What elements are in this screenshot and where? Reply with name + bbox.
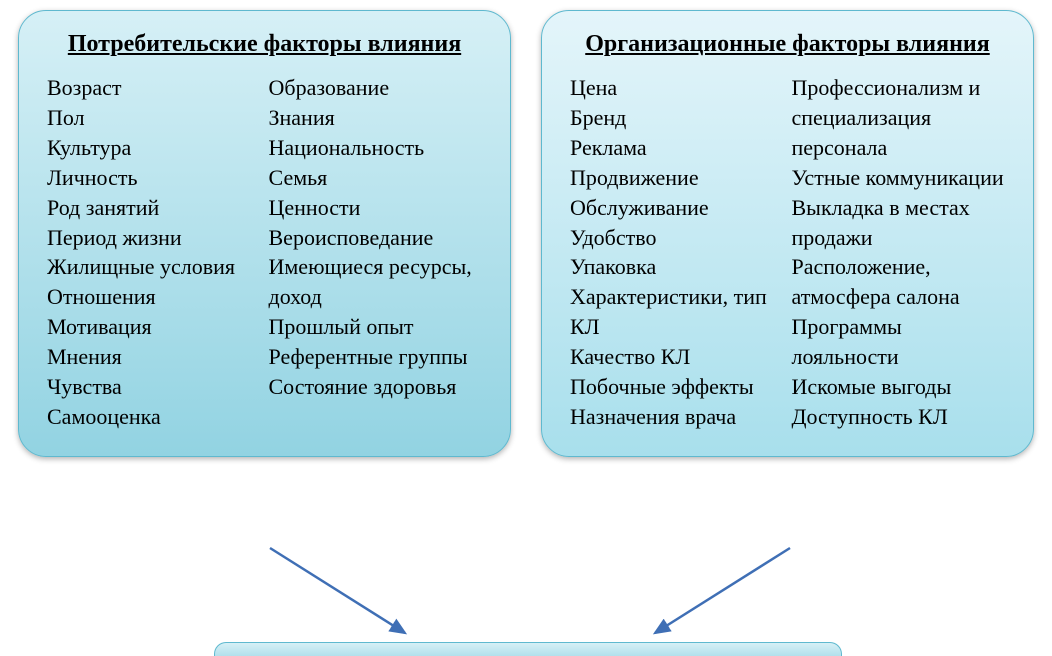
list-item: Удобство [570, 223, 784, 253]
list-item: Состояние здоровья [269, 372, 483, 402]
consumer-factors-columns: ВозрастПолКультураЛичностьРод занятийПер… [47, 73, 482, 432]
list-item: Ценности [269, 193, 483, 223]
list-item: Национальность [269, 133, 483, 163]
list-item: Устные коммуникации [792, 163, 1006, 193]
list-item: Бренд [570, 103, 784, 133]
list-item: Цена [570, 73, 784, 103]
consumer-factors-panel: Потребительские факторы влияния ВозрастП… [18, 10, 511, 457]
list-item: Доступность КЛ [792, 402, 1006, 432]
list-item: Расположение, атмосфера салона [792, 252, 1006, 312]
list-item: Вероисповедание [269, 223, 483, 253]
list-item: Характеристики, тип КЛ [570, 282, 784, 342]
list-item: Образование [269, 73, 483, 103]
list-item: Род занятий [47, 193, 261, 223]
list-item: Прошлый опыт [269, 312, 483, 342]
consumer-col-1: ВозрастПолКультураЛичностьРод занятийПер… [47, 73, 261, 432]
organizational-factors-columns: ЦенаБрендРекламаПродвижениеОбслуживаниеУ… [570, 73, 1005, 432]
list-item: Качество КЛ [570, 342, 784, 372]
list-item: Реклама [570, 133, 784, 163]
list-item: Продвижение [570, 163, 784, 193]
list-item: Самооценка [47, 402, 261, 432]
organizational-factors-title: Организационные факторы влияния [570, 29, 1005, 59]
organizational-factors-panel: Организационные факторы влияния ЦенаБрен… [541, 10, 1034, 457]
arrow-left [270, 548, 405, 633]
list-item: Личность [47, 163, 261, 193]
list-item: Мнения [47, 342, 261, 372]
list-item: Побочные эффекты [570, 372, 784, 402]
list-item: Обслуживание [570, 193, 784, 223]
list-item: Искомые выгоды [792, 372, 1006, 402]
list-item: Чувства [47, 372, 261, 402]
list-item: Семья [269, 163, 483, 193]
list-item: Назначения врача [570, 402, 784, 432]
list-item: Выкладка в местах продажи [792, 193, 1006, 253]
list-item: Культура [47, 133, 261, 163]
bottom-bar [214, 642, 842, 656]
list-item: Профессионализм и специализация персонал… [792, 73, 1006, 163]
organizational-col-2: Профессионализм и специализация персонал… [792, 73, 1006, 432]
list-item: Жилищные условия [47, 252, 261, 282]
list-item: Период жизни [47, 223, 261, 253]
panels-container: Потребительские факторы влияния ВозрастП… [0, 0, 1052, 457]
list-item: Референтные группы [269, 342, 483, 372]
list-item: Упаковка [570, 252, 784, 282]
arrow-right [655, 548, 790, 633]
list-item: Возраст [47, 73, 261, 103]
consumer-col-2: ОбразованиеЗнанияНациональностьСемьяЦенн… [269, 73, 483, 432]
organizational-col-1: ЦенаБрендРекламаПродвижениеОбслуживаниеУ… [570, 73, 784, 432]
consumer-factors-title: Потребительские факторы влияния [47, 29, 482, 59]
list-item: Программы лояльности [792, 312, 1006, 372]
list-item: Имеющиеся ресурсы, доход [269, 252, 483, 312]
list-item: Знания [269, 103, 483, 133]
list-item: Пол [47, 103, 261, 133]
list-item: Отношения [47, 282, 261, 312]
list-item: Мотивация [47, 312, 261, 342]
